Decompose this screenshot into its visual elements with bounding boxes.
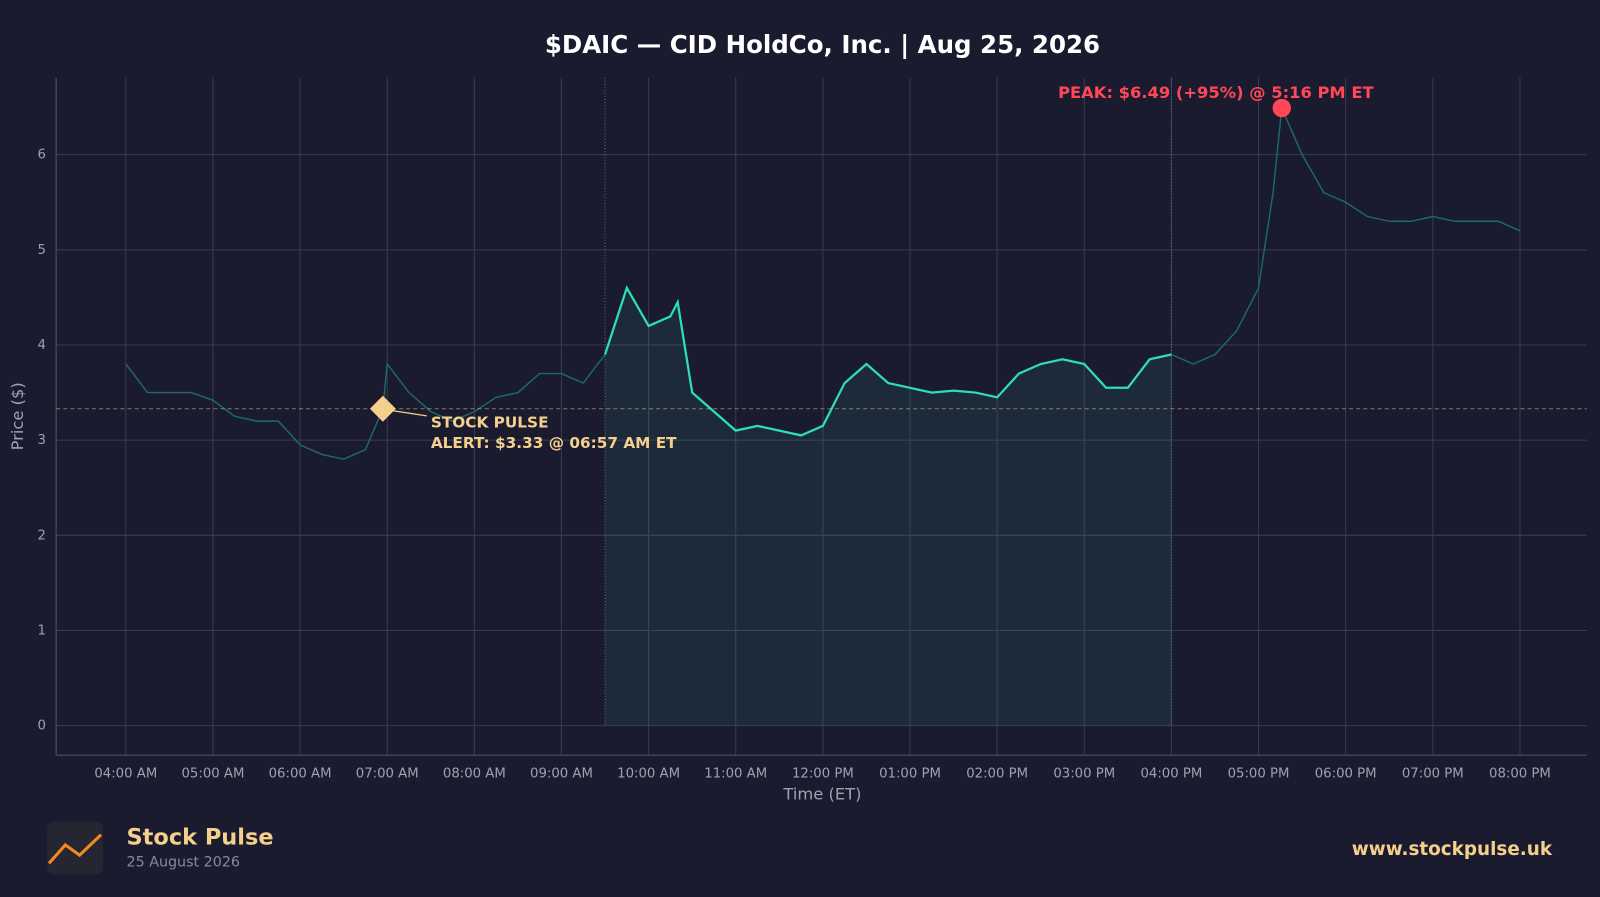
price-line xyxy=(603,285,1172,437)
x-tick-label: 12:00 PM xyxy=(792,767,854,782)
website: www.stockpulse.uk xyxy=(1352,839,1553,860)
logo xyxy=(46,821,104,875)
x-tick-label: 05:00 AM xyxy=(182,767,245,782)
y-tick-label: 5 xyxy=(37,243,45,258)
y-tick-label: 6 xyxy=(37,148,45,163)
x-tick-label: 03:00 PM xyxy=(1053,767,1115,782)
x-tick-label: 07:00 PM xyxy=(1402,767,1464,782)
x-tick-label: 07:00 AM xyxy=(356,767,419,782)
extended-hours-line xyxy=(1171,105,1521,365)
x-tick-label: 04:00 AM xyxy=(94,767,157,782)
x-tick-label: 08:00 AM xyxy=(443,767,506,782)
alert-marker xyxy=(369,395,396,422)
extended-hours-line xyxy=(125,354,606,460)
alert-label: ALERT: $3.33 @ 06:57 AM ET xyxy=(431,434,677,452)
alert-leader xyxy=(392,410,427,417)
peak-label: PEAK: $6.49 (+95%) @ 5:16 PM ET xyxy=(1058,83,1374,102)
x-tick-label: 05:00 PM xyxy=(1228,767,1290,782)
chart-title: $DAIC — CID HoldCo, Inc. | Aug 25, 2026 xyxy=(545,30,1100,59)
x-tick-label: 08:00 PM xyxy=(1489,767,1551,782)
x-tick-label: 02:00 PM xyxy=(966,767,1028,782)
x-tick-label: 06:00 AM xyxy=(269,767,332,782)
session-area xyxy=(605,287,1172,726)
peak-marker xyxy=(1272,98,1291,118)
brand: Stock Pulse xyxy=(127,824,274,850)
x-tick-label: 04:00 PM xyxy=(1140,767,1202,782)
alert-label: STOCK PULSE xyxy=(431,414,549,432)
y-tick-label: 2 xyxy=(37,528,45,543)
x-tick-label: 09:00 AM xyxy=(530,767,593,782)
x-tick-label: 06:00 PM xyxy=(1315,767,1377,782)
x-tick-label: 10:00 AM xyxy=(617,767,680,782)
x-axis-label: Time (ET) xyxy=(782,784,861,803)
y-tick-label: 4 xyxy=(37,338,45,353)
x-tick-label: 01:00 PM xyxy=(879,767,941,782)
y-tick-label: 3 xyxy=(37,433,45,448)
y-tick-label: 0 xyxy=(37,719,45,734)
y-tick-label: 1 xyxy=(37,623,45,638)
x-tick-label: 11:00 AM xyxy=(704,767,767,782)
footer-date: 25 August 2026 xyxy=(127,854,240,870)
y-axis-label: Price ($) xyxy=(8,382,27,450)
